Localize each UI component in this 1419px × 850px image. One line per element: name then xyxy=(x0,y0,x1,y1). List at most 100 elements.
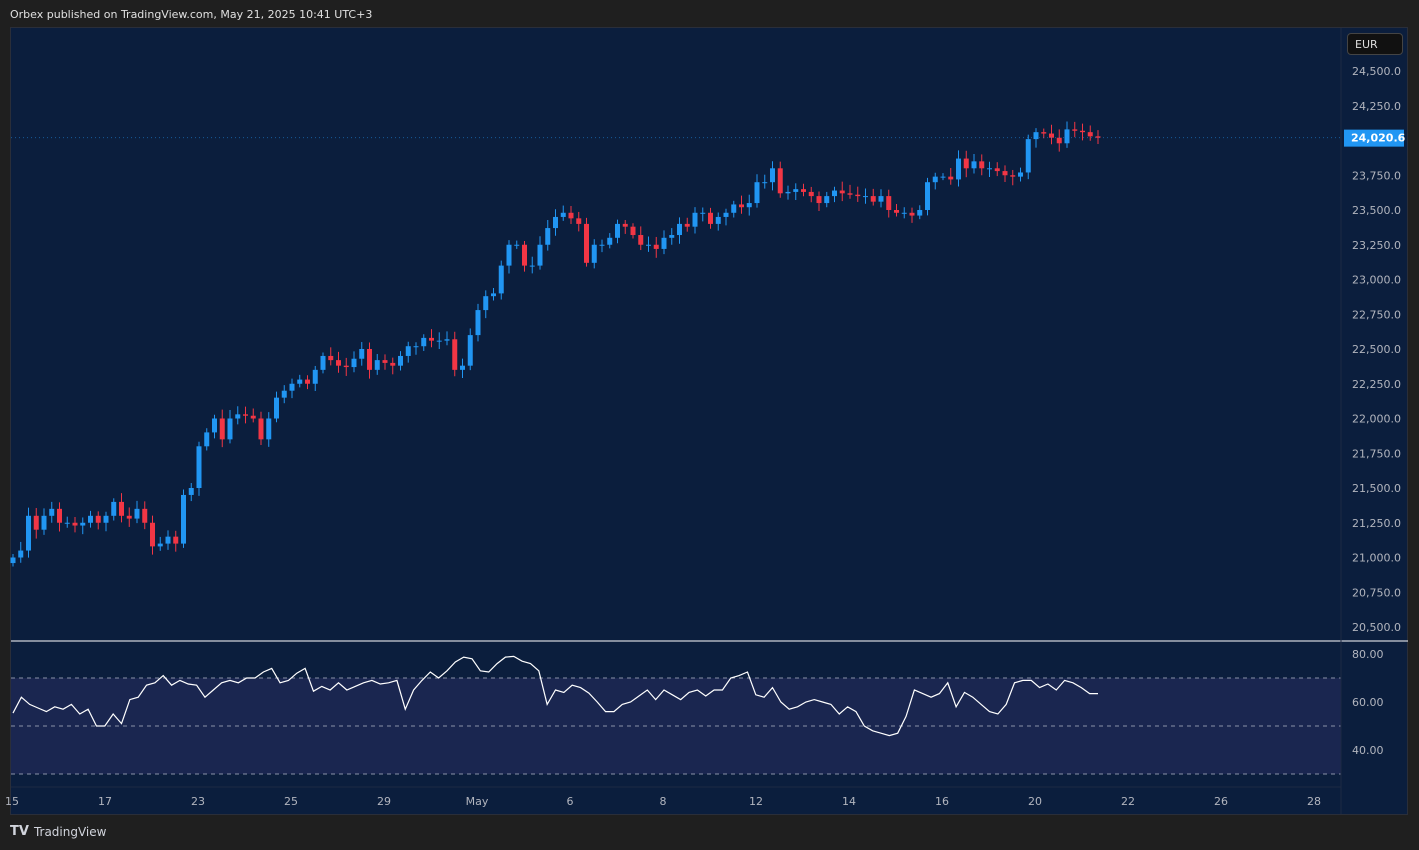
candle-body xyxy=(88,515,93,523)
tradingview-logo[interactable]: TV TradingView xyxy=(10,824,106,839)
candle-body xyxy=(498,265,504,294)
candle-body xyxy=(584,223,589,263)
candle-body xyxy=(196,446,202,488)
candle-body xyxy=(204,432,210,447)
candle-body xyxy=(289,383,295,391)
price-tick-label: 24,250.0 xyxy=(1352,100,1401,113)
candle-body xyxy=(1087,132,1093,137)
candle-body xyxy=(41,515,47,530)
price-tick-label: 21,250.0 xyxy=(1352,517,1401,530)
price-tick-label: 21,000.0 xyxy=(1352,552,1401,565)
candle-body xyxy=(785,191,791,194)
candle-body xyxy=(847,193,853,195)
candle-body xyxy=(281,390,287,398)
candle-body xyxy=(878,196,884,202)
candle-body xyxy=(405,346,411,356)
candle-body xyxy=(808,191,814,197)
last-price-label: 24,020.6 xyxy=(1351,132,1406,145)
time-tick-label: 12 xyxy=(749,795,763,808)
time-tick-label: 28 xyxy=(1307,795,1321,808)
time-tick-label: 6 xyxy=(567,795,574,808)
candle-body xyxy=(979,161,985,169)
candle-body xyxy=(351,358,357,368)
candle-body xyxy=(529,265,535,267)
candle-body xyxy=(1018,172,1023,177)
candle-body xyxy=(591,244,597,263)
candle-body xyxy=(483,296,489,311)
candle-body xyxy=(816,196,822,204)
candle-body xyxy=(413,346,419,348)
candle-body xyxy=(328,355,334,361)
candle-body xyxy=(506,244,512,266)
candle-body xyxy=(514,244,520,246)
candle-body xyxy=(886,196,892,210)
candle-body xyxy=(475,310,481,336)
candle-body xyxy=(994,168,1000,172)
candle-body xyxy=(374,360,380,370)
candle-body xyxy=(638,235,644,245)
candle-body xyxy=(460,365,465,370)
time-tick-label: 15 xyxy=(5,795,19,808)
candle-body xyxy=(212,418,217,433)
candle-body xyxy=(312,369,318,384)
candle-body xyxy=(359,349,365,359)
candle-body xyxy=(1056,137,1062,144)
candle-body xyxy=(537,244,543,266)
candle-body xyxy=(227,418,233,440)
price-tick-label: 20,750.0 xyxy=(1352,586,1401,599)
time-tick-label: 26 xyxy=(1214,795,1228,808)
candle-body xyxy=(963,158,969,169)
candle-body xyxy=(801,189,806,192)
candle-body xyxy=(181,494,186,544)
price-tick-label: 22,000.0 xyxy=(1352,413,1401,426)
candle-body xyxy=(700,212,706,214)
candle-body xyxy=(653,244,659,249)
candle-body xyxy=(770,168,775,183)
candle-body xyxy=(429,337,434,341)
candle-body xyxy=(95,515,101,523)
candle-body xyxy=(320,355,326,370)
candle-body xyxy=(522,244,527,266)
candle-body xyxy=(103,515,109,523)
price-tick-label: 20,500.0 xyxy=(1352,621,1401,634)
candle-body xyxy=(599,244,605,246)
candle-body xyxy=(150,522,155,547)
time-tick-label: 8 xyxy=(660,795,667,808)
candle-body xyxy=(173,536,179,544)
brand-label: TradingView xyxy=(33,824,107,839)
candle-body xyxy=(235,414,241,419)
candle-body xyxy=(971,161,977,169)
candle-body xyxy=(142,508,148,523)
currency-button[interactable]: EUR xyxy=(1347,33,1403,55)
candle-body xyxy=(72,522,78,526)
candle-body xyxy=(762,182,768,184)
candle-body xyxy=(661,237,667,249)
candle-body xyxy=(669,235,675,238)
candle-body xyxy=(684,223,690,227)
rsi-line xyxy=(12,655,1098,737)
candle-body xyxy=(80,522,86,526)
candle-body xyxy=(57,508,62,523)
candle-body xyxy=(894,210,899,213)
price-tick-label: 22,250.0 xyxy=(1352,378,1401,391)
candle-body xyxy=(1002,171,1008,176)
time-tick-label: 16 xyxy=(935,795,949,808)
time-tick-label: May xyxy=(466,795,489,808)
candle-body xyxy=(746,203,752,208)
candle-body xyxy=(491,293,496,297)
time-tick-label: 20 xyxy=(1028,795,1042,808)
candle-body xyxy=(545,228,551,245)
candle-body xyxy=(18,550,24,558)
candle-body xyxy=(266,418,272,440)
candle-body xyxy=(615,223,620,238)
time-tick-label: 25 xyxy=(284,795,298,808)
candle-body xyxy=(157,543,163,547)
price-tick-label: 23,000.0 xyxy=(1352,274,1401,287)
candle-body xyxy=(436,340,442,342)
candle-body xyxy=(909,212,915,216)
time-tick-label: 23 xyxy=(191,795,205,808)
candle-body xyxy=(677,223,682,236)
candle-body xyxy=(739,204,744,208)
candle-body xyxy=(336,360,341,366)
